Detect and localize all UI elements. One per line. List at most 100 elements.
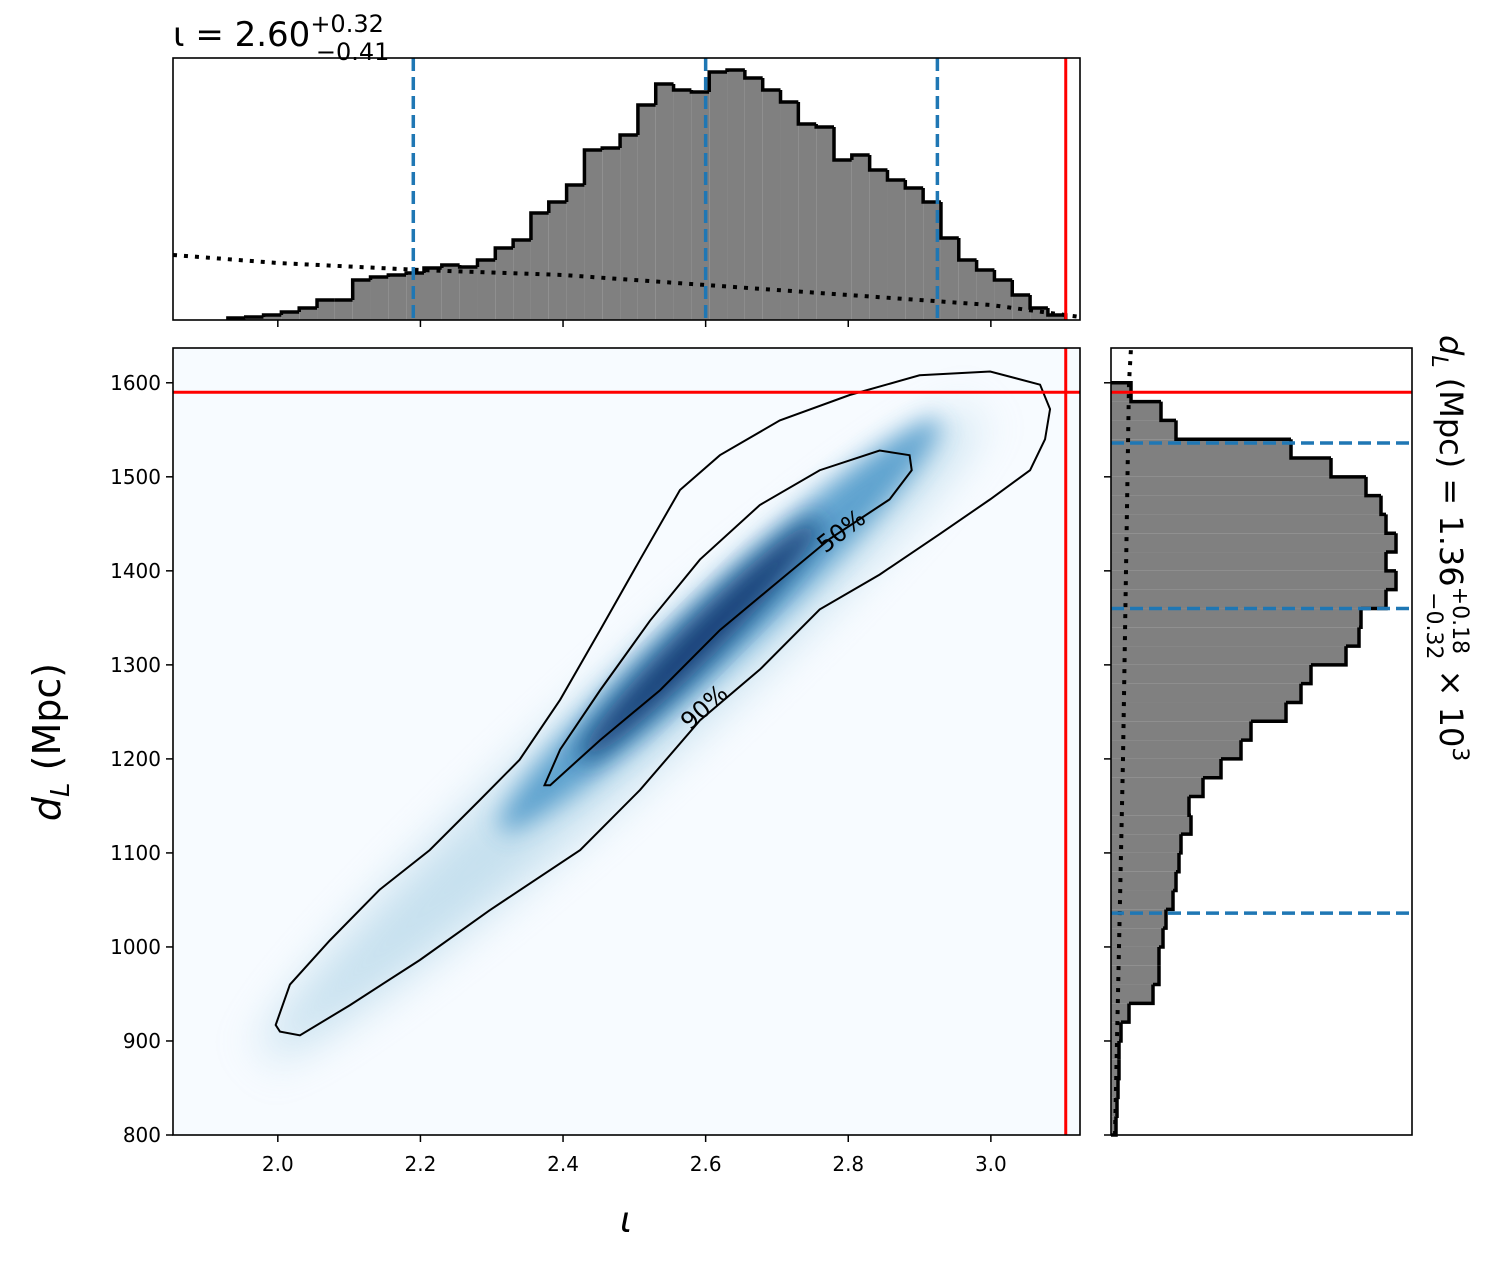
hist-step — [1117, 1059, 1121, 1081]
rt-times: × 10 — [1432, 659, 1470, 747]
hist-step — [1359, 608, 1363, 630]
hist-bar — [1111, 815, 1191, 835]
prior-line — [172, 253, 1081, 319]
hist-step — [671, 84, 692, 92]
hist-step — [1181, 815, 1193, 836]
hist-bar — [1111, 758, 1221, 778]
title-main: ι = 2.60 — [173, 15, 310, 55]
hist-step — [547, 200, 567, 213]
hist-bar — [602, 148, 621, 320]
hist-bar — [851, 155, 870, 320]
hist-bar — [1111, 928, 1163, 947]
hist-bar — [1111, 627, 1359, 647]
hist-step — [315, 298, 335, 308]
title-upper: +0.32 — [310, 10, 384, 38]
hist-bar — [1111, 401, 1161, 421]
title-lower: −0.41 — [316, 38, 390, 66]
hist-step — [778, 90, 799, 104]
hist-step — [921, 188, 941, 204]
x-axis-label: ι — [620, 1200, 632, 1241]
hist-step — [885, 170, 906, 182]
hist-step — [1189, 777, 1205, 799]
hist-bar — [317, 300, 335, 320]
hist-bar — [477, 260, 496, 320]
hist-step — [493, 246, 514, 260]
hist-bar — [1111, 946, 1159, 966]
hist-step — [368, 275, 389, 280]
x-tick-label: 2.0 — [262, 1152, 294, 1176]
hist-step — [1179, 834, 1183, 855]
hist-step — [1116, 1078, 1120, 1100]
hist-bar — [1111, 965, 1159, 985]
hist-bar — [1111, 1040, 1119, 1060]
x-tick-label: 3.0 — [975, 1152, 1007, 1176]
hist-step — [689, 90, 710, 94]
hist-step — [440, 263, 460, 268]
hist-bar — [905, 188, 924, 320]
hist-step — [725, 68, 745, 72]
hist-bar — [263, 315, 282, 320]
hist-bar — [1111, 1059, 1119, 1079]
hist-step — [1028, 295, 1048, 310]
hist-bar — [673, 90, 692, 320]
hist-step — [618, 133, 638, 148]
hist-step — [1153, 965, 1161, 987]
rt-exp: 3 — [1447, 747, 1472, 761]
hist-step — [636, 103, 656, 135]
hist-bar — [1111, 1003, 1129, 1023]
hist-bar — [1111, 458, 1331, 477]
hist-bar — [495, 248, 514, 320]
hist-step — [1129, 984, 1155, 1006]
hist-bar — [869, 170, 888, 320]
hist-step — [1159, 401, 1176, 423]
hist-bar — [1111, 871, 1176, 891]
hist-bar — [1111, 420, 1176, 440]
hist-bar — [1111, 570, 1396, 590]
hist-step — [1166, 890, 1175, 912]
hist-step — [1311, 646, 1348, 667]
hist-step — [832, 127, 852, 162]
hist-bar — [548, 202, 567, 320]
x-tick-label: 2.2 — [405, 1152, 437, 1176]
hist-bar — [1111, 1116, 1116, 1135]
hist-step — [1119, 1022, 1123, 1043]
hist-step — [297, 306, 318, 312]
rt-lower: −0.32 — [1421, 592, 1446, 659]
hist-bar — [780, 102, 799, 320]
hist-step — [457, 265, 478, 269]
hist-step — [1386, 533, 1398, 554]
hist-bar — [1111, 664, 1311, 684]
rt-upper: +0.18 — [1447, 587, 1472, 654]
hist-step — [1346, 627, 1361, 648]
hist-bar — [370, 277, 389, 320]
y-tick-label: 1200 — [110, 747, 161, 771]
hist-step — [511, 238, 531, 248]
axes-frame — [172, 347, 1081, 1136]
hist-step — [974, 260, 995, 272]
hist-bar — [1111, 1097, 1117, 1117]
right-title: dL (Mpc) = 1.36+0.18−0.32 × 103 — [1421, 335, 1472, 761]
contour — [274, 370, 1052, 1037]
hist-bar — [994, 280, 1013, 320]
hist-step — [422, 266, 442, 273]
hist-bar — [976, 270, 995, 320]
hist-bar — [940, 238, 959, 320]
hist-bar — [1111, 721, 1251, 741]
hist-step — [939, 202, 959, 240]
hist-step — [1329, 458, 1366, 479]
hist-step — [1384, 514, 1396, 535]
hist-bar — [423, 268, 442, 320]
x-tick-label: 2.4 — [547, 1152, 579, 1176]
x-tick-label: 2.8 — [832, 1152, 864, 1176]
hist-step — [529, 211, 549, 240]
hist-bar — [1111, 683, 1301, 703]
hist-step — [1203, 758, 1223, 780]
hist-step — [1289, 439, 1331, 460]
axes-frame — [172, 57, 1081, 321]
top-title: ι = 2.60+0.32 −0.41 — [173, 10, 389, 66]
hist-step — [796, 102, 817, 126]
hist-bar — [620, 135, 638, 320]
hist-bar — [1111, 552, 1386, 571]
hist-bar — [958, 260, 977, 320]
